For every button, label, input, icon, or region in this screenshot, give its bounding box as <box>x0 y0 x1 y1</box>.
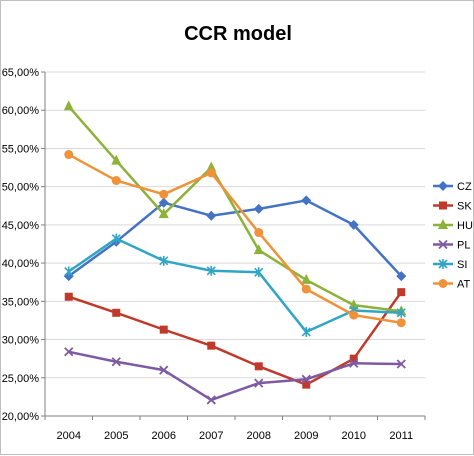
legend-marker <box>438 181 448 191</box>
data-point <box>112 308 121 317</box>
data-point <box>396 271 407 282</box>
series-hu <box>63 100 407 316</box>
legend-label: AT <box>457 279 471 291</box>
y-tick-label: 45,00% <box>2 220 40 232</box>
data-point <box>254 378 264 388</box>
y-tick-label: 65,00% <box>2 67 40 79</box>
data-point <box>301 284 311 294</box>
data-point <box>207 341 216 350</box>
legend-item-hu: HU <box>433 219 473 232</box>
y-tick-label: 60,00% <box>2 105 40 117</box>
series-pl <box>64 347 406 405</box>
x-tick-label: 2005 <box>104 430 128 442</box>
x-tick-label: 2006 <box>152 430 176 442</box>
legend-item-sk: SK <box>433 201 472 213</box>
legend-marker <box>438 279 448 288</box>
legend: CZ SK HU PL SI AT <box>433 181 473 291</box>
data-point <box>159 325 168 334</box>
legend-item-cz: CZ <box>433 181 472 193</box>
data-point <box>64 150 74 160</box>
data-point <box>301 326 311 337</box>
data-point <box>301 195 312 206</box>
y-tick-label: 30,00% <box>2 335 40 347</box>
data-point <box>254 228 264 238</box>
legend-item-pl: PL <box>433 240 470 252</box>
series-cz <box>63 195 407 282</box>
series-si <box>64 233 406 337</box>
data-point <box>397 288 406 297</box>
data-point <box>302 380 311 389</box>
data-point <box>396 318 406 328</box>
data-point <box>206 168 216 178</box>
data-point <box>158 197 169 208</box>
series-lines <box>63 100 407 405</box>
data-point <box>349 354 358 363</box>
axes: 20,00% 25,00% 30,00% 35,00% 40,00% 45,00% 50,0… <box>2 67 426 442</box>
data-point <box>111 233 121 244</box>
data-point <box>64 266 74 277</box>
y-tick-label: 40,00% <box>2 258 40 270</box>
y-tick-label: 55,00% <box>2 143 40 155</box>
legend-label: PL <box>457 240 470 252</box>
data-point <box>206 161 217 172</box>
legend-item-at: AT <box>433 279 471 291</box>
data-point <box>158 208 169 219</box>
data-point <box>111 357 121 367</box>
legend-label: HU <box>457 220 473 232</box>
data-point <box>159 189 169 199</box>
x-tick-label: 2004 <box>57 430 81 442</box>
data-point <box>64 292 73 301</box>
legend-marker <box>439 201 447 210</box>
data-point <box>396 307 406 318</box>
series-line <box>68 237 402 334</box>
series-line <box>68 350 402 402</box>
data-point <box>64 347 74 357</box>
data-point <box>254 362 263 371</box>
x-tick-label: 2009 <box>294 430 318 442</box>
x-tick-label: 2010 <box>342 430 366 442</box>
series-at <box>64 150 406 328</box>
data-point <box>206 395 216 405</box>
data-point <box>159 365 169 375</box>
legend-label: CZ <box>457 181 472 193</box>
data-point <box>63 100 74 111</box>
x-tick-label: 2007 <box>199 430 223 442</box>
data-point <box>206 265 216 276</box>
data-point <box>206 210 217 221</box>
legend-label: SK <box>457 201 472 213</box>
data-point <box>159 255 169 266</box>
data-point <box>396 359 406 369</box>
series-line <box>68 153 402 324</box>
x-tick-label: 2008 <box>247 430 271 442</box>
y-tick-label: 25,00% <box>2 373 40 385</box>
data-point <box>348 299 359 310</box>
legend-label: SI <box>457 259 467 271</box>
data-point <box>111 154 122 165</box>
data-point <box>253 244 264 255</box>
data-point <box>253 203 264 214</box>
data-point <box>254 267 264 278</box>
x-tick-label: 2011 <box>389 430 413 442</box>
legend-item-si: SI <box>433 259 467 271</box>
series-line <box>68 199 403 278</box>
series-line <box>68 291 403 386</box>
legend-marker <box>438 259 448 269</box>
data-point <box>301 374 311 384</box>
data-point <box>349 358 359 368</box>
chart-title: CCR model <box>184 23 292 45</box>
y-tick-label: 20,00% <box>2 411 40 423</box>
y-tick-label: 35,00% <box>2 296 40 308</box>
data-point <box>111 176 121 186</box>
series-line <box>67 105 402 313</box>
y-tick-label: 50,00% <box>2 182 40 194</box>
legend-marker <box>438 239 448 250</box>
series-sk <box>64 288 406 389</box>
data-point <box>349 310 359 320</box>
legend-marker <box>438 219 448 229</box>
data-point <box>301 273 312 284</box>
data-point <box>348 219 359 230</box>
